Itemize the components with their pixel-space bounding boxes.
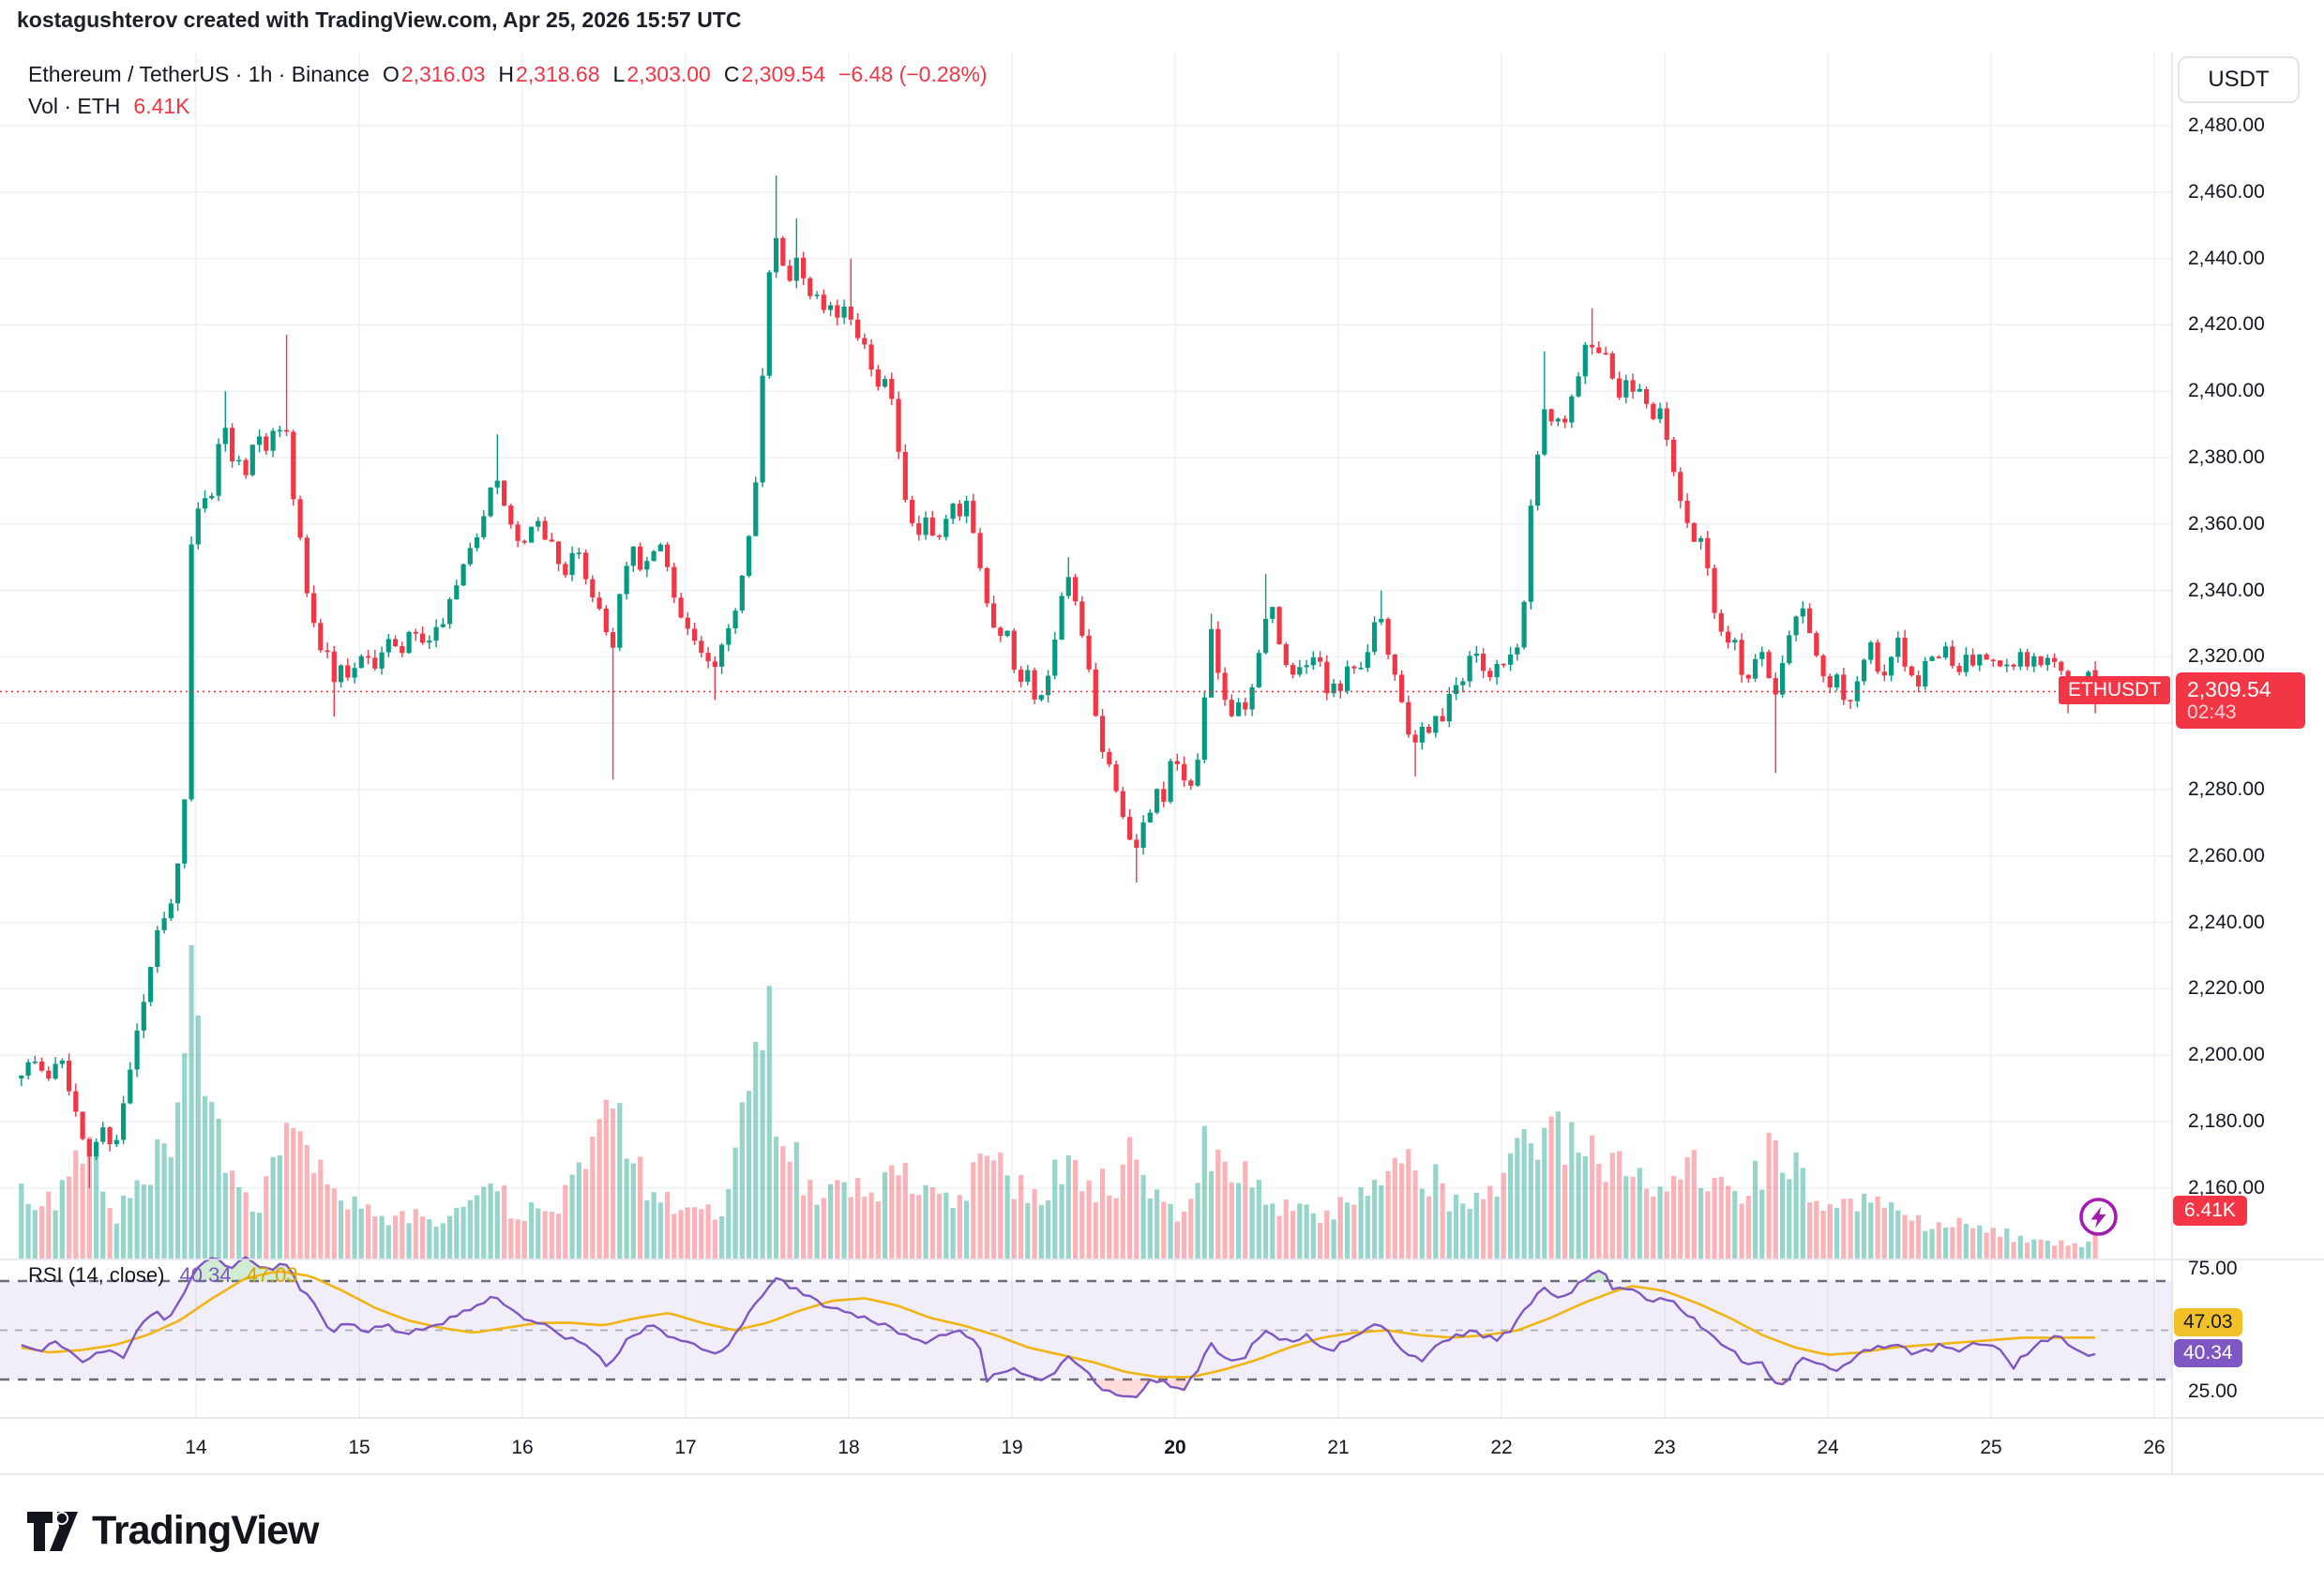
time-axis-label: 18: [838, 1437, 860, 1458]
time-axis-label: 24: [1817, 1437, 1839, 1458]
price-tick-label: 2,360.00: [2188, 512, 2265, 535]
current-price-badge: 2,309.54 02:43: [2176, 672, 2305, 729]
time-axis-label: 21: [1327, 1437, 1350, 1458]
volume-legend-value: 6.41K: [133, 94, 190, 118]
price-change: −6.48 (−0.28%): [838, 62, 988, 86]
candlesticks: [19, 175, 2098, 1188]
price-tick-label: 2,440.00: [2188, 247, 2265, 269]
ohlc-open: O 2,316.03: [382, 62, 486, 86]
rsi-tick-label: 75.00: [2188, 1257, 2238, 1279]
rsi-current-value: 40.34: [179, 1263, 232, 1287]
rsi-value-badge: 40.34: [2174, 1339, 2242, 1367]
rsi-curves: [21, 1256, 2096, 1399]
ohlc-high: H 2,318.68: [498, 62, 600, 86]
tradingview-logo-icon: [27, 1511, 78, 1551]
price-tick-label: 2,320.00: [2188, 645, 2265, 668]
time-axis-label: 15: [348, 1437, 370, 1458]
price-tick-label: 2,200.00: [2188, 1044, 2265, 1066]
rsi-ma-badge: 47.03: [2174, 1308, 2242, 1336]
current-price-value: 2,309.54: [2187, 676, 2271, 701]
price-tick-label: 2,340.00: [2188, 579, 2265, 601]
time-axis-label: 17: [674, 1437, 697, 1458]
price-tick-label: 2,400.00: [2188, 380, 2265, 402]
time-axis-label: 14: [185, 1437, 207, 1458]
price-tick-label: 2,240.00: [2188, 911, 2265, 933]
ohlc-low: L 2,303.00: [612, 62, 711, 86]
symbol-price-tag: ETHUSDT: [2059, 676, 2171, 704]
price-tick-label: 2,280.00: [2188, 778, 2265, 800]
price-tick-label: 2,180.00: [2188, 1110, 2265, 1132]
time-axis-label: 25: [1980, 1437, 2002, 1458]
symbol-title[interactable]: Ethereum / TetherUS · 1h · Binance: [28, 62, 370, 86]
ohlc-close: C 2,309.54: [723, 62, 825, 86]
grid-lines: [0, 53, 2172, 1418]
lightning-icon: [2079, 1198, 2118, 1236]
volume-legend-label: Vol · ETH: [28, 94, 121, 118]
price-tick-label: 2,380.00: [2188, 446, 2265, 468]
time-axis-label: 19: [1001, 1437, 1023, 1458]
pane-borders: [0, 53, 2324, 1475]
rsi-legend-row[interactable]: RSI (14, close) 40.34 47.03: [28, 1263, 298, 1288]
time-axis-label: 23: [1653, 1437, 1676, 1458]
price-tick-label: 2,460.00: [2188, 180, 2265, 203]
time-axis-label: 20: [1164, 1437, 1186, 1458]
volume-bars: [19, 944, 2098, 1259]
boost-lightning-button[interactable]: [2078, 1197, 2119, 1237]
currency-toggle-button[interactable]: USDT: [2178, 56, 2300, 103]
time-axis-label: 22: [1490, 1437, 1513, 1458]
volume-legend-row[interactable]: Vol · ETH 6.41K: [28, 94, 190, 119]
rsi-tick-label: 25.00: [2188, 1380, 2238, 1403]
rsi-title: RSI (14, close): [28, 1263, 165, 1287]
bar-countdown: 02:43: [2187, 701, 2237, 724]
time-axis-label: 16: [511, 1437, 534, 1458]
volume-axis-badge: 6.41K: [2173, 1196, 2247, 1226]
time-axis-label: 26: [2143, 1437, 2166, 1458]
price-tick-label: 2,220.00: [2188, 977, 2265, 1000]
price-tick-label: 2,480.00: [2188, 114, 2265, 136]
price-tick-label: 2,260.00: [2188, 844, 2265, 867]
attribution-text: kostagushterov created with TradingView.…: [17, 8, 742, 32]
tradingview-logo-text: TradingView: [92, 1508, 319, 1553]
tradingview-logo[interactable]: TradingView: [26, 1508, 319, 1554]
price-tick-label: 2,160.00: [2188, 1176, 2265, 1199]
rsi-ma-value: 47.03: [246, 1263, 298, 1287]
price-tick-label: 2,420.00: [2188, 313, 2265, 336]
symbol-legend-row[interactable]: Ethereum / TetherUS · 1h · Binance O 2,31…: [28, 62, 988, 87]
